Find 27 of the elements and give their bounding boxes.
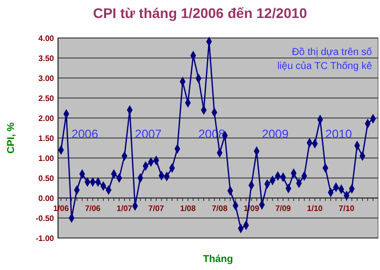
y-tick-label: 4.00 <box>38 34 55 43</box>
annotation: Đồ thị dựa trên số liệu của TC Thống kê <box>277 47 372 72</box>
y-tick-label: 0.50 <box>38 174 55 183</box>
chart-title: CPI từ tháng 1/2006 đến 12/2010 <box>92 5 308 21</box>
y-tick-label: 2.50 <box>38 94 55 103</box>
x-tick-label: 7/09 <box>275 204 292 213</box>
y-tick-label: 3.00 <box>38 74 55 83</box>
annotation: 2006 <box>71 127 98 141</box>
y-tick-label: 1.00 <box>38 154 55 163</box>
y-tick-label: 2.00 <box>38 114 55 123</box>
y-tick-label: -1.00 <box>36 234 55 243</box>
x-tick-label: 7/07 <box>148 204 165 213</box>
y-tick-label: 3.50 <box>38 54 55 63</box>
annotation: 2009 <box>262 127 289 141</box>
x-tick-label: 7/10 <box>338 204 355 213</box>
x-tick-label: 1/08 <box>180 204 196 213</box>
x-tick-label: 1/10 <box>307 204 324 213</box>
x-tick-label: 7/08 <box>212 204 228 213</box>
x-axis-title: Tháng <box>203 254 233 265</box>
x-tick-label: 1/07 <box>116 204 133 213</box>
y-axis-title: CPI, % <box>6 122 17 154</box>
x-tick-label: 7/06 <box>84 204 102 213</box>
annotation: 2007 <box>134 127 162 141</box>
annotation: 2010 <box>325 127 352 141</box>
y-tick-label: 0.00 <box>38 194 55 203</box>
y-tick-label: 1.50 <box>38 134 55 143</box>
y-tick-label: -0.50 <box>36 214 55 223</box>
